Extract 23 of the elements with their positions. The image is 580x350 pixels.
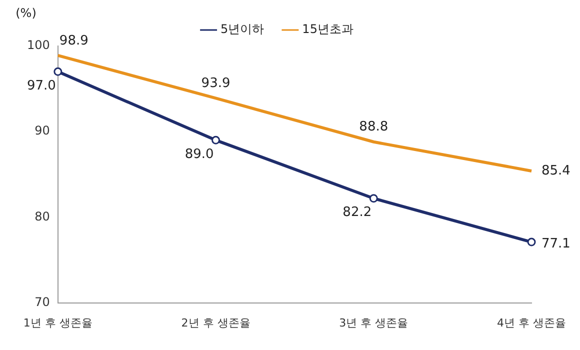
data-label: 77.1	[542, 236, 570, 252]
y-tick-label: 100	[27, 38, 50, 52]
point	[212, 136, 220, 144]
y-tick-label: 70	[34, 294, 50, 309]
data-label: 88.8	[359, 120, 388, 135]
y-tick-label: 80	[34, 209, 50, 224]
data-label: 85.4	[542, 163, 570, 178]
x-tick-label: 2년 후 생존율	[181, 316, 250, 330]
data-label: 93.9	[201, 76, 230, 92]
point	[369, 194, 378, 203]
x-tick-label: 1년 후 생존율	[23, 316, 92, 330]
x-tick-label: 3년 후 생존율	[339, 316, 408, 330]
x-tick-label: 4년 후 생존율	[497, 316, 566, 330]
legend-label: 5년이하	[220, 22, 264, 36]
legend-label: 15년초과	[302, 22, 354, 36]
y-axis-title: (%)	[16, 6, 36, 20]
data-label: 82.2	[342, 205, 372, 220]
y-tick-label: 90	[34, 124, 50, 138]
point	[527, 238, 536, 246]
data-label: 98.9	[59, 33, 88, 48]
data-label: 89.0	[184, 147, 214, 162]
point	[54, 67, 62, 76]
data-label: 97.0	[26, 78, 56, 94]
